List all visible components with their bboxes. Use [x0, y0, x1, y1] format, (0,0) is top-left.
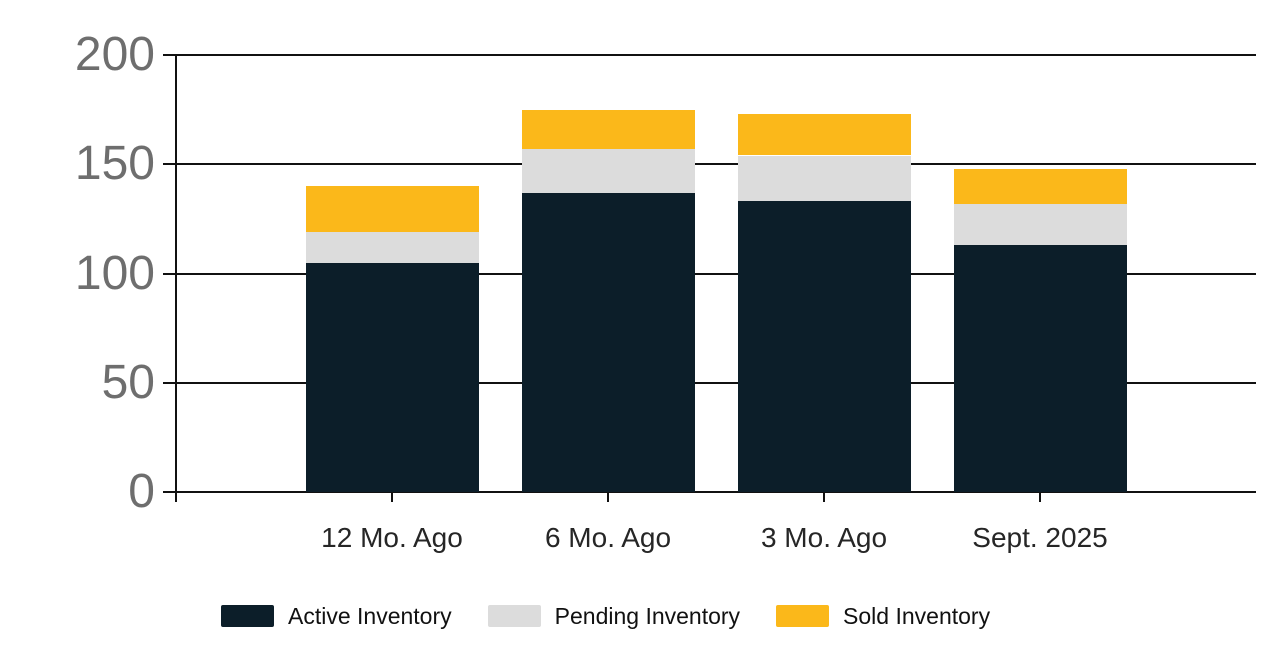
y-tick-label: 100	[74, 246, 155, 300]
gridline	[163, 272, 1256, 275]
bar-1-segment-sold-inventory	[305, 186, 479, 232]
x-tick-label: Sept. 2025	[972, 522, 1108, 553]
bar-4-segment-pending-inventory	[953, 203, 1127, 246]
x-tick-label: 6 Mo. Ago	[544, 522, 672, 553]
legend-label: Pending Inventory	[554, 603, 741, 629]
legend-item-sold-inventory: Sold Inventory	[776, 603, 990, 629]
legend-swatch-icon	[221, 605, 274, 627]
y-tick-label: 150	[74, 137, 155, 191]
y-axis-line	[175, 55, 177, 502]
bar-2-segment-active-inventory	[521, 192, 695, 492]
x-tick	[391, 492, 393, 502]
gridline	[163, 163, 1256, 166]
bar-3-segment-pending-inventory	[737, 155, 911, 202]
legend-item-pending-inventory: Pending Inventory	[487, 603, 741, 629]
bar-2-segment-sold-inventory	[521, 109, 695, 149]
legend-swatch-icon	[776, 605, 830, 627]
bar-4-segment-active-inventory	[953, 245, 1127, 492]
x-axis-line	[163, 491, 1256, 493]
y-tick-label: 200	[74, 28, 155, 81]
bar-1-segment-pending-inventory	[305, 231, 479, 263]
x-tick-label: 12 Mo. Ago	[321, 522, 463, 553]
gridline	[163, 381, 1256, 384]
x-tick-label: 3 Mo. Ago	[760, 522, 888, 553]
y-tick-label: 0	[128, 465, 155, 518]
x-tick	[607, 492, 609, 502]
legend-label: Sold Inventory	[843, 603, 991, 629]
legend-label: Active Inventory	[288, 603, 452, 629]
bar-2-segment-pending-inventory	[521, 148, 695, 193]
bar-3-segment-sold-inventory	[737, 113, 911, 156]
gridline	[163, 54, 1256, 56]
chart-legend: Active Inventory Pending Inventory Sold In…	[221, 603, 990, 629]
bar-4-segment-sold-inventory	[953, 168, 1127, 204]
bar-3-segment-active-inventory	[737, 201, 911, 492]
x-tick	[823, 492, 825, 502]
x-tick	[1039, 492, 1041, 502]
y-tick-label: 50	[101, 355, 155, 409]
bar-1-segment-active-inventory	[305, 262, 479, 492]
legend-swatch-icon	[487, 605, 541, 627]
legend-item-active-inventory: Active Inventory	[221, 603, 452, 629]
